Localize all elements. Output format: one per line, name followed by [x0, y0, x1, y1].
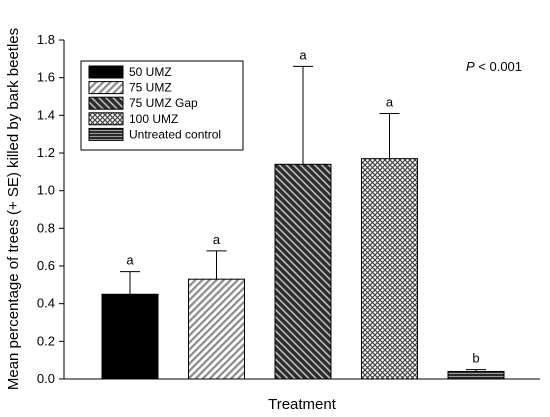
legend-swatch: [88, 65, 124, 79]
legend-swatch: [88, 112, 124, 126]
legend-swatch: [88, 96, 124, 110]
significance-label: a: [213, 232, 221, 247]
p-value-annotation: P < 0.001: [466, 59, 522, 74]
y-axis-ticks: 0.0 0.2 0.4 0.6 0.8 1.0 1.2 1.4 1.6 1.8: [37, 32, 64, 386]
legend-label: Untreated control: [129, 127, 221, 141]
y-tick-label: 0.4: [37, 296, 55, 311]
y-tick-label: 0.2: [37, 333, 55, 348]
legend-label: 75 UMZ: [129, 81, 172, 95]
y-axis-title: Mean percentage of trees (+ SE) killed b…: [5, 28, 22, 390]
y-tick-label: 0.8: [37, 220, 55, 235]
y-tick-label: 1.2: [37, 145, 55, 160]
error-bars-group: [120, 65, 486, 372]
bar: [101, 293, 159, 380]
legend-label: 100 UMZ: [129, 112, 178, 126]
significance-labels-group: a a a a b: [126, 47, 479, 365]
x-axis-title: Treatment: [268, 396, 337, 413]
legend-swatch: [88, 127, 124, 141]
y-tick-label: 1.4: [37, 107, 55, 122]
legend-label: 75 UMZ Gap: [129, 96, 198, 110]
significance-label: b: [472, 351, 479, 366]
y-tick-label: 1.6: [37, 70, 55, 85]
bar: [188, 278, 245, 380]
y-tick-label: 1.8: [37, 32, 55, 47]
p-value-text: < 0.001: [475, 59, 522, 74]
y-tick-label: 0.6: [37, 258, 55, 273]
legend-swatch: [88, 81, 124, 95]
p-symbol: P: [466, 59, 475, 74]
significance-label: a: [386, 94, 394, 109]
significance-label: a: [299, 47, 307, 62]
bar: [447, 370, 505, 380]
bar: [361, 158, 418, 380]
y-tick-label: 0.0: [37, 371, 55, 386]
y-tick-label: 1.0: [37, 183, 55, 198]
bars-group: [101, 158, 505, 380]
significance-label: a: [126, 253, 134, 268]
legend-label: 50 UMZ: [129, 65, 172, 79]
bar: [274, 163, 332, 380]
